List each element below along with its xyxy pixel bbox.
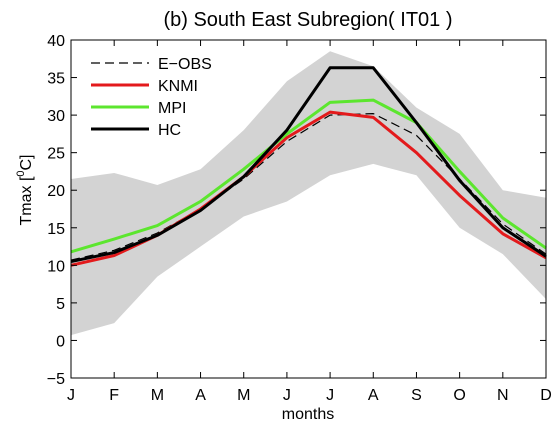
x-tick-label-4: M [237,387,250,404]
plot-frame [70,39,547,379]
legend-label-2: MPI [158,100,186,117]
y-axis-label: Tmax [0C] [15,154,35,225]
legend-label-3: HC [158,122,181,139]
chart-title: (b) South East Subregion( IT01 ) [163,9,452,31]
x-tick-label-8: S [411,387,422,404]
x-tick-label-0: J [67,387,75,404]
y-tick-label-0: −5 [47,371,65,388]
y-tick-label-1: 0 [56,333,65,350]
y-tick-label-9: 40 [47,33,65,50]
range-band [71,51,546,336]
series-line-3 [70,66,547,264]
x-tick-label-6: J [326,387,334,404]
x-tick-label-3: A [195,387,206,404]
y-axis-label-base: Tmax [ [18,176,35,225]
y-tick-label-7: 30 [47,108,65,125]
y-tick-label-4: 15 [47,221,65,238]
x-axis-label: months [282,406,334,423]
y-tick-label-3: 10 [47,258,65,275]
y-tick-label-2: 5 [56,296,65,313]
legend: E−OBS KNMI MPI HC [91,56,212,139]
x-tick-label-10: N [497,387,509,404]
series-line-2 [70,98,547,254]
legend-label-0: E−OBS [158,56,212,73]
y-tick-label-8: 35 [47,71,65,88]
x-tick-label-2: M [151,387,164,404]
tick-layer: −5 0 5 10 15 20 25 30 35 40 J F M A M J J A S O N D [47,33,552,404]
x-tick-label-1: F [109,387,119,404]
legend-label-1: KNMI [158,78,198,95]
x-tick-label-5: J [283,387,291,404]
y-axis-label-superscript: 0 [15,170,27,176]
x-tick-label-11: D [540,387,552,404]
x-tick-label-7: A [368,387,379,404]
y-axis-label-unit: C] [18,154,35,170]
range-band-layer [71,51,546,336]
y-tick-label-5: 20 [47,183,65,200]
series-layer [70,66,547,267]
x-tick-label-9: O [453,387,465,404]
y-tick-label-6: 25 [47,146,65,163]
